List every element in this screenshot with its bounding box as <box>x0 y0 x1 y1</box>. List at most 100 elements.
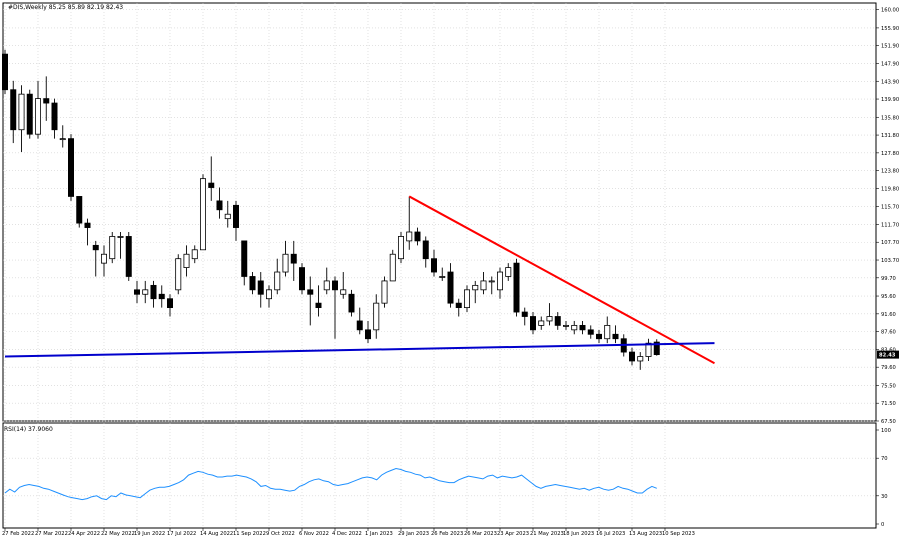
candle-body <box>257 280 264 295</box>
time-tick-label: 9 Oct 2022 <box>266 531 295 537</box>
price-tick-label: 71.50 <box>881 401 896 407</box>
candle-body <box>472 284 479 291</box>
time-tick-label: 18 Jun 2023 <box>563 531 594 537</box>
current-price-label: 82.43 <box>879 353 896 359</box>
candle-body <box>323 280 330 291</box>
time-tick-label: 4 Dec 2022 <box>332 531 362 537</box>
price-tick-label: 83.60 <box>881 347 896 353</box>
candle-body <box>274 271 281 291</box>
support-trendline <box>4 342 715 358</box>
candle-body <box>587 329 594 335</box>
candle-body <box>373 302 380 331</box>
time-tick-label: 19 Jun 2022 <box>134 531 165 537</box>
candle-body <box>183 253 190 268</box>
candle-body <box>406 231 413 242</box>
time-tick-label: 26 Feb 2023 <box>431 531 463 537</box>
candle-body <box>340 289 347 295</box>
time-tick-label: 24 Apr 2022 <box>68 531 100 537</box>
time-tick-label: 27 Mar 2022 <box>35 531 68 537</box>
time-tick-label: 6 Nov 2022 <box>299 531 329 537</box>
candle-body <box>282 253 289 273</box>
time-tick-label: 11 Sep 2022 <box>233 531 266 537</box>
candle-body <box>142 289 149 295</box>
price-tick-label: 95.60 <box>881 294 896 300</box>
time-tick-label: 27 Feb 2022 <box>2 531 34 537</box>
price-tick-label: 103.70 <box>881 258 899 264</box>
time-tick-label: 1 Jan 2023 <box>365 531 393 537</box>
time-tick-label: 23 Apr 2023 <box>497 531 529 537</box>
candle-body <box>150 284 157 300</box>
price-panel-frame <box>2 2 877 422</box>
candle-body <box>430 258 437 273</box>
candle-body <box>158 293 165 300</box>
candle-body <box>92 244 99 251</box>
candle-body <box>480 280 487 291</box>
current-price-box <box>877 350 899 359</box>
rsi-tick-label: 30 <box>881 494 888 500</box>
candle-body <box>26 93 33 135</box>
price-tick-label: 123.80 <box>881 169 899 175</box>
candle-body <box>290 253 297 264</box>
time-tick-label: 13 Aug 2023 <box>629 531 662 537</box>
candle-body <box>463 289 470 309</box>
candle-body <box>554 316 561 326</box>
candle-body <box>422 240 429 260</box>
candle-body <box>397 236 404 260</box>
candle-body <box>447 271 454 304</box>
price-tick-label: 135.80 <box>881 115 899 121</box>
candle-body <box>356 320 363 331</box>
candle-body <box>596 333 603 340</box>
candle-body <box>414 231 421 242</box>
candle-body <box>538 320 545 326</box>
candle-body <box>612 333 619 340</box>
price-tick-label: 111.70 <box>881 222 899 228</box>
candle-body <box>166 298 173 309</box>
rsi-tick-label: 0 <box>881 522 884 528</box>
time-tick-label: 14 Aug 2022 <box>200 531 233 537</box>
candle-body <box>546 316 553 322</box>
candle-body <box>505 267 512 277</box>
candle-body <box>224 213 231 220</box>
candle-body <box>199 178 206 251</box>
price-tick-label: 75.50 <box>881 383 896 389</box>
resistance-trendline <box>408 195 715 365</box>
candle-body <box>348 293 355 313</box>
candle-body <box>513 262 520 313</box>
price-tick-label: 143.90 <box>881 79 899 85</box>
candle-body <box>35 98 42 135</box>
candle-body <box>653 341 660 356</box>
price-tick-label: 87.60 <box>881 330 896 336</box>
price-tick-label: 131.80 <box>881 133 899 139</box>
candle-body <box>68 138 75 197</box>
time-tick-label: 22 May 2022 <box>101 531 135 537</box>
candle-body <box>241 240 248 277</box>
candle-body <box>76 196 83 224</box>
candle-body <box>629 351 636 362</box>
candle-body <box>307 289 314 295</box>
candle-body <box>488 280 495 283</box>
price-tick-label: 147.90 <box>881 61 899 67</box>
candle-body <box>2 53 8 91</box>
rsi-panel-frame <box>2 422 877 529</box>
candle-body <box>84 222 91 228</box>
price-tick-label: 139.90 <box>881 97 899 103</box>
candle-body <box>645 342 652 357</box>
candle-body <box>579 324 586 331</box>
time-tick-label: 21 May 2023 <box>530 531 564 537</box>
candle-body <box>51 102 58 131</box>
candle-body <box>571 324 578 331</box>
candle-body <box>455 302 462 309</box>
price-tick-label: 127.80 <box>881 151 899 157</box>
candle-body <box>133 289 140 295</box>
price-tick-label: 67.50 <box>881 419 896 425</box>
price-tick-label: 115.70 <box>881 205 899 211</box>
price-tick-label: 91.60 <box>881 312 896 318</box>
price-tick-label: 151.90 <box>881 44 899 50</box>
price-tick-label: 160.00 <box>881 8 899 14</box>
candle-body <box>191 249 198 260</box>
candle-body <box>216 200 223 211</box>
price-tick-label: 79.60 <box>881 365 896 371</box>
candle-body <box>521 311 528 317</box>
